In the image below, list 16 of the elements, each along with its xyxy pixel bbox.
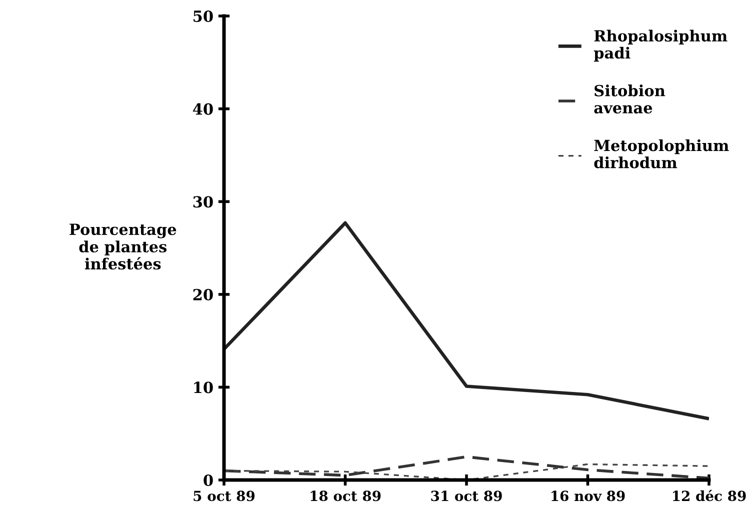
y-tick-label: 40 xyxy=(192,103,213,115)
x-tick-label: 5 oct 89 xyxy=(194,490,255,502)
y-tick-label: 20 xyxy=(193,288,213,300)
legend-label: Sitobion avenae xyxy=(594,84,666,114)
legend-label: Rhopalosiphum padi xyxy=(594,30,728,62)
y-tick-label: 30 xyxy=(193,196,213,208)
y-axis-title: Pourcentage de plantes infestées xyxy=(70,224,176,270)
line-series xyxy=(224,221,709,420)
x-tick-label: 18 oct 89 xyxy=(310,490,381,502)
x-tick-label: 31 oct 89 xyxy=(431,490,502,502)
legend-label: Metopolophium dirhodum xyxy=(594,139,729,168)
y-tick-label: 10 xyxy=(194,382,213,394)
y-tick-label: 0 xyxy=(204,474,213,486)
x-tick-label: 12 déc 89 xyxy=(673,490,746,502)
y-tick-label: 50 xyxy=(194,10,213,22)
x-tick-label: 16 nov 89 xyxy=(552,490,625,502)
